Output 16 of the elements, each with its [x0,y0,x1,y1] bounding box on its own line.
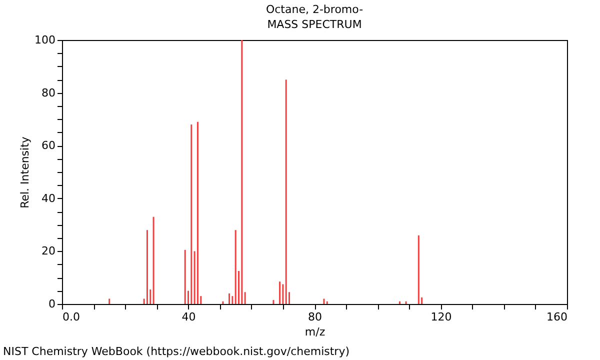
y-tick-label: 20 [42,244,56,258]
chart-title: Octane, 2-bromo- [266,3,364,16]
y-tick-label: 100 [34,34,56,46]
y-tick-label: 80 [42,86,56,100]
x-axis-title: m/z [304,326,326,338]
x-tick-label: 160 [546,310,568,324]
text: NIST Chemistry WebBook (https://webbook.nist.gov/chemistry) [3,345,350,358]
y-tick-label: 40 [42,192,56,205]
x-tick-label: 40 [182,310,196,324]
y-tick-label: 60 [42,139,56,152]
y-tick-label: 0 [48,298,56,310]
x-tick-label: 80 [308,310,322,324]
chart-subtitle: MASS SPECTRUM [267,18,362,31]
x-tick-label: 0.0 [62,310,80,324]
x-tick-label: 120 [430,310,452,324]
y-axis-title: Rel. Intensity [18,136,32,208]
